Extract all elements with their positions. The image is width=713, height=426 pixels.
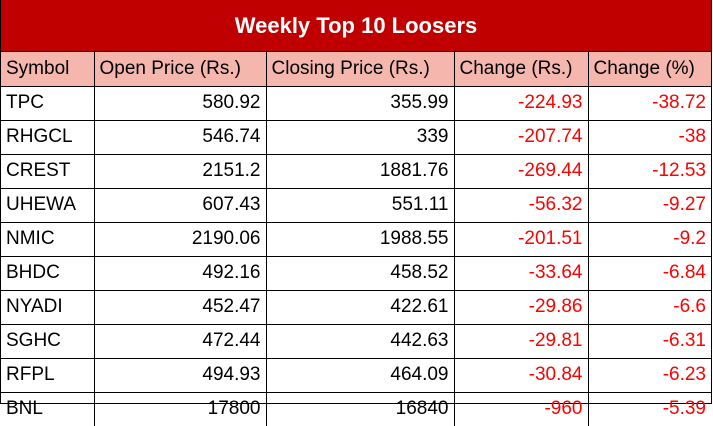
cell-symbol: SGHC <box>1 324 94 359</box>
cell-change-pct: -6.6 <box>587 290 711 325</box>
cell-closing-price: 339 <box>265 120 454 155</box>
header-change-pct: Change (%) <box>587 52 711 87</box>
cell-change-rs: -56.32 <box>453 188 588 223</box>
table-row: RHGCL 546.74 339 -207.74 -38 <box>1 120 711 155</box>
cell-open-price: 494.93 <box>93 358 266 393</box>
cell-change-pct: -9.2 <box>587 222 711 257</box>
table-title: Weekly Top 10 Loosers <box>1 0 711 52</box>
cell-change-rs: -960 <box>453 392 588 426</box>
table-row: SGHC 472.44 442.63 -29.81 -6.31 <box>1 324 711 359</box>
cell-open-price: 580.92 <box>93 86 266 121</box>
cell-open-price: 2190.06 <box>93 222 266 257</box>
header-open-price: Open Price (Rs.) <box>93 52 266 87</box>
cell-change-pct: -5.39 <box>587 392 711 426</box>
cell-open-price: 546.74 <box>93 120 266 155</box>
cell-symbol: NYADI <box>1 290 94 325</box>
header-row: Symbol Open Price (Rs.) Closing Price (R… <box>1 52 711 87</box>
cell-change-pct: -38 <box>587 120 711 155</box>
table-row: NMIC 2190.06 1988.55 -201.51 -9.2 <box>1 222 711 257</box>
cell-change-rs: -29.86 <box>453 290 588 325</box>
cell-change-rs: -201.51 <box>453 222 588 257</box>
table-row: RFPL 494.93 464.09 -30.84 -6.23 <box>1 358 711 393</box>
table-row: BHDC 492.16 458.52 -33.64 -6.84 <box>1 256 711 291</box>
cell-change-pct: -9.27 <box>587 188 711 223</box>
table-row: NYADI 452.47 422.61 -29.86 -6.6 <box>1 290 711 325</box>
cell-open-price: 472.44 <box>93 324 266 359</box>
cell-change-rs: -224.93 <box>453 86 588 121</box>
losers-table: Symbol Open Price (Rs.) Closing Price (R… <box>1 52 711 426</box>
cell-change-pct: -12.53 <box>587 154 711 189</box>
cell-symbol: CREST <box>1 154 94 189</box>
cell-symbol: TPC <box>1 86 94 121</box>
cell-symbol: UHEWA <box>1 188 94 223</box>
table-row: TPC 580.92 355.99 -224.93 -38.72 <box>1 86 711 121</box>
cell-open-price: 2151.2 <box>93 154 266 189</box>
cell-closing-price: 442.63 <box>265 324 454 359</box>
cell-closing-price: 551.11 <box>265 188 454 223</box>
header-closing-price: Closing Price (Rs.) <box>265 52 454 87</box>
cell-closing-price: 1881.76 <box>265 154 454 189</box>
table-body: TPC 580.92 355.99 -224.93 -38.72 RHGCL 5… <box>1 86 711 426</box>
table-row: CREST 2151.2 1881.76 -269.44 -12.53 <box>1 154 711 189</box>
cell-symbol: BHDC <box>1 256 94 291</box>
cell-change-rs: -33.64 <box>453 256 588 291</box>
cell-open-price: 607.43 <box>93 188 266 223</box>
cell-symbol: RFPL <box>1 358 94 393</box>
cell-closing-price: 458.52 <box>265 256 454 291</box>
cell-closing-price: 1988.55 <box>265 222 454 257</box>
cell-open-price: 492.16 <box>93 256 266 291</box>
cell-symbol: RHGCL <box>1 120 94 155</box>
cell-change-pct: -6.23 <box>587 358 711 393</box>
header-change-rs: Change (Rs.) <box>453 52 588 87</box>
cell-change-pct: -38.72 <box>587 86 711 121</box>
cell-change-rs: -29.81 <box>453 324 588 359</box>
cell-symbol: NMIC <box>1 222 94 257</box>
cell-symbol: BNL <box>6 398 43 420</box>
table-row: UHEWA 607.43 551.11 -56.32 -9.27 <box>1 188 711 223</box>
cell-change-rs: -30.84 <box>453 358 588 393</box>
cell-open-price: 452.47 <box>93 290 266 325</box>
cell-change-rs: -207.74 <box>453 120 588 155</box>
cell-closing-price: 464.09 <box>265 358 454 393</box>
cell-open-price: 17800 <box>93 392 266 426</box>
table-row: BNL 17800 16840 -960 -5.39 <box>1 392 711 426</box>
header-symbol: Symbol <box>1 52 94 87</box>
cell-closing-price: 355.99 <box>265 86 454 121</box>
cell-change-pct: -6.84 <box>587 256 711 291</box>
cell-closing-price: 16840 <box>265 392 454 426</box>
cell-closing-price: 422.61 <box>265 290 454 325</box>
cell-change-pct: -6.31 <box>587 324 711 359</box>
cell-change-rs: -269.44 <box>453 154 588 189</box>
